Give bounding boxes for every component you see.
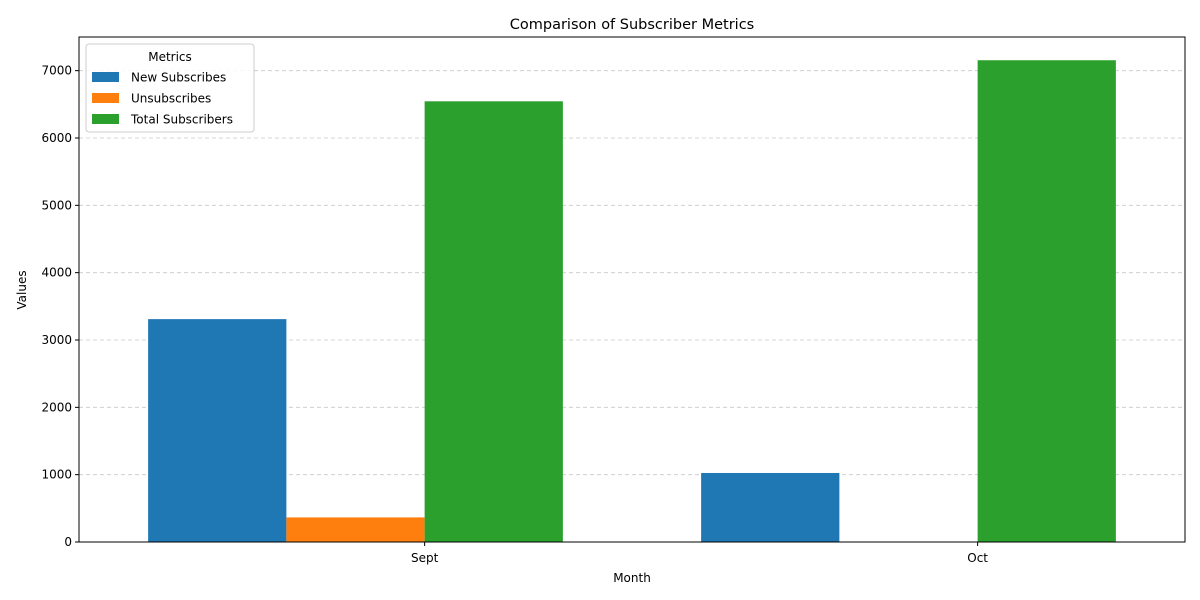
y-tick-label: 5000 bbox=[41, 198, 72, 212]
legend-label: Unsubscribes bbox=[131, 92, 211, 106]
y-tick-label: 3000 bbox=[41, 333, 72, 347]
legend-box bbox=[85, 43, 255, 133]
legend-swatch bbox=[92, 114, 119, 124]
legend-title: Metrics bbox=[148, 50, 192, 64]
chart-title: Comparison of Subscriber Metrics bbox=[510, 17, 754, 33]
bar-sept-new-subscribes bbox=[148, 319, 287, 542]
bar-oct-new-subscribes bbox=[701, 472, 840, 542]
y-axis: 0 1000 2000 3000 4000 5000 6000 7000 bbox=[41, 64, 79, 549]
bar-sept-total-subscribers bbox=[424, 101, 563, 542]
y-tick-label: 6000 bbox=[41, 131, 72, 145]
y-tick-label: 7000 bbox=[41, 64, 72, 78]
legend-label: New Subscribes bbox=[131, 71, 226, 85]
legend-label: Total Subscribers bbox=[130, 113, 233, 127]
x-axis-label: Month bbox=[613, 571, 651, 585]
x-tick-label: Oct bbox=[967, 551, 988, 565]
y-tick-label: 1000 bbox=[41, 468, 72, 482]
y-axis-label: Values bbox=[15, 270, 29, 309]
plot-frame bbox=[78, 36, 1186, 543]
x-tick-label: Sept bbox=[411, 551, 439, 565]
x-axis: Sept Oct bbox=[411, 542, 988, 565]
y-tick-label: 2000 bbox=[41, 400, 72, 414]
legend-swatch bbox=[92, 72, 119, 82]
legend: Metrics New Subscribes Unsubscribes Total … bbox=[85, 43, 255, 133]
bar-sept-unsubscribes bbox=[286, 517, 425, 542]
y-tick-label: 4000 bbox=[41, 266, 72, 280]
legend-swatch bbox=[92, 93, 119, 103]
bar-oct-total-subscribers bbox=[977, 60, 1116, 542]
bars bbox=[148, 60, 1116, 542]
y-tick-label: 0 bbox=[64, 535, 72, 549]
